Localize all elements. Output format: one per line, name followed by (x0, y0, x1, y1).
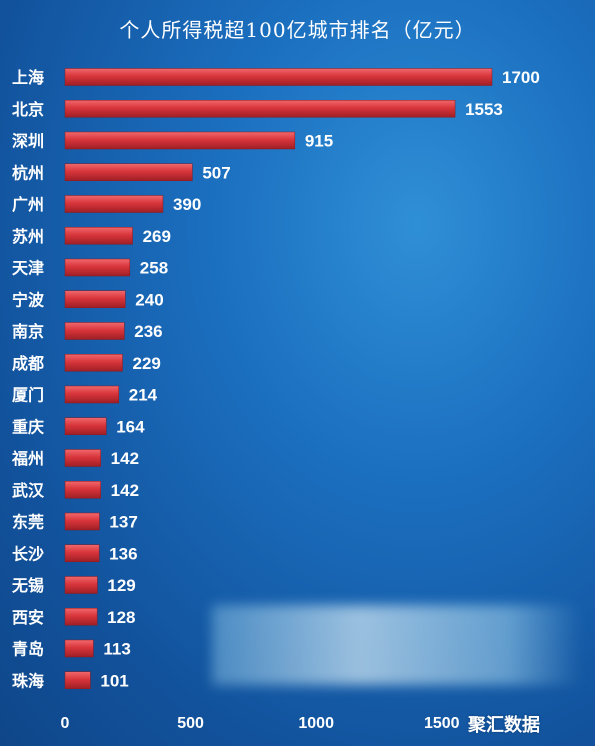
bar (64, 512, 100, 531)
value-label: 258 (140, 259, 168, 278)
bar (64, 385, 120, 404)
bars-group: 上海 1700 北京 1553 深圳 915 杭州 507 广州 390 苏州 269 天津 258 宁波 2… (11, 68, 540, 690)
value-label: 128 (107, 608, 135, 627)
x-tick-label: 500 (177, 715, 204, 732)
category-label: 无锡 (11, 576, 44, 595)
category-label: 福州 (11, 449, 44, 468)
bar (64, 322, 125, 340)
value-label: 240 (135, 290, 163, 309)
value-label: 142 (111, 481, 139, 500)
x-tick-label: 0 (61, 715, 70, 732)
category-label: 成都 (12, 354, 44, 373)
watermark-text: 聚汇数据 (468, 715, 540, 736)
category-label: 西安 (12, 608, 44, 627)
category-label: 苏州 (12, 227, 44, 246)
bar (64, 449, 101, 467)
x-axis: 0 500 1000 1500 (61, 715, 460, 732)
chart-title: 个人所得税超100亿城市排名（亿元） (119, 18, 476, 42)
x-tick-label: 1000 (298, 715, 334, 732)
bar (64, 354, 123, 372)
value-label: 390 (173, 195, 201, 214)
value-label: 1553 (465, 100, 503, 119)
bar (64, 671, 91, 689)
bar (64, 576, 98, 594)
bar (64, 258, 131, 277)
x-tick-label: 1500 (424, 715, 460, 732)
bar (64, 544, 100, 562)
bar (64, 608, 98, 626)
category-label: 青岛 (12, 640, 44, 659)
category-label: 重庆 (12, 417, 44, 436)
bar (64, 417, 107, 435)
value-label: 229 (133, 354, 161, 373)
category-label: 厦门 (12, 386, 44, 405)
bar (64, 68, 493, 86)
value-label: 101 (100, 671, 128, 690)
value-label: 164 (116, 417, 145, 436)
category-label: 武汉 (12, 481, 45, 500)
category-label: 南京 (12, 322, 44, 341)
category-label: 珠海 (12, 671, 44, 690)
bar (64, 290, 126, 308)
value-label: 915 (305, 132, 333, 151)
value-label: 1700 (502, 68, 540, 87)
category-label: 天津 (12, 259, 44, 278)
bar (64, 195, 164, 213)
bar (64, 227, 133, 245)
category-label: 上海 (12, 68, 44, 87)
value-label: 142 (111, 449, 139, 468)
value-label: 129 (107, 576, 135, 595)
value-label: 137 (109, 513, 137, 532)
category-label: 广州 (12, 195, 44, 214)
category-label: 深圳 (12, 132, 44, 151)
bar (64, 639, 94, 658)
category-label: 东莞 (12, 513, 44, 532)
value-label: 136 (109, 544, 137, 563)
value-label: 236 (134, 322, 162, 341)
bar (64, 163, 193, 181)
bar (64, 131, 296, 150)
category-label: 北京 (12, 100, 44, 119)
blurred-region (212, 605, 582, 685)
value-label: 269 (143, 227, 171, 246)
value-label: 214 (129, 386, 158, 405)
category-label: 长沙 (12, 544, 44, 563)
category-label: 杭州 (12, 163, 44, 182)
category-label: 宁波 (12, 290, 45, 309)
value-label: 507 (202, 163, 230, 182)
bar (64, 100, 456, 118)
value-label: 113 (103, 640, 130, 659)
bar (64, 481, 101, 499)
